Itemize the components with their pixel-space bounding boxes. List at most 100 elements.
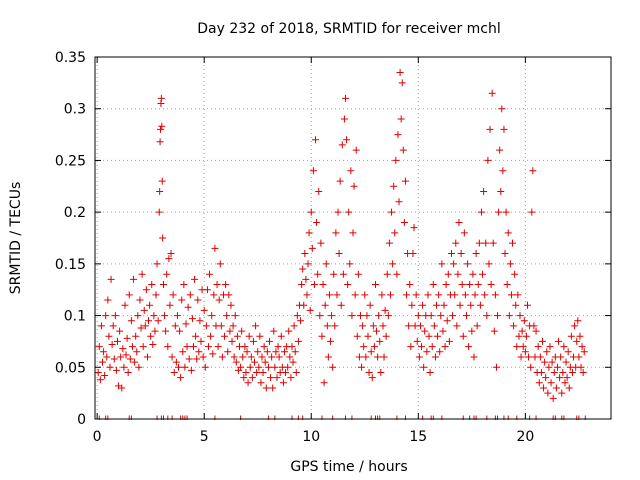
data-point	[294, 337, 302, 345]
data-point	[429, 281, 437, 289]
grid-lines	[95, 57, 611, 419]
data-point	[371, 281, 379, 289]
data-point	[405, 322, 413, 330]
data-point	[397, 115, 405, 123]
data-point	[303, 291, 311, 299]
data-point	[169, 291, 177, 299]
data-point	[574, 317, 582, 325]
data-point	[453, 322, 461, 330]
data-point	[119, 345, 127, 353]
data-point	[153, 260, 161, 268]
data-point	[456, 301, 464, 309]
data-point	[540, 384, 548, 392]
data-point	[145, 317, 153, 325]
data-point	[130, 275, 138, 283]
data-point	[223, 312, 231, 320]
data-point	[225, 291, 233, 299]
data-point	[320, 379, 328, 387]
data-point	[327, 337, 335, 345]
data-point	[573, 337, 581, 345]
data-point	[441, 343, 449, 351]
data-point	[415, 353, 423, 361]
data-point	[534, 343, 542, 351]
data-point	[187, 366, 195, 374]
data-point	[142, 286, 150, 294]
data-point	[353, 332, 361, 340]
data-point	[241, 343, 249, 351]
data-point	[158, 177, 166, 185]
data-point	[571, 322, 579, 330]
data-point	[576, 332, 584, 340]
data-point	[100, 348, 108, 356]
data-point	[259, 368, 267, 376]
data-point	[173, 312, 181, 320]
data-point	[537, 368, 545, 376]
data-point	[254, 348, 262, 356]
data-point	[483, 312, 491, 320]
data-point	[578, 343, 586, 351]
data-point	[133, 348, 141, 356]
data-point	[507, 291, 515, 299]
data-point	[433, 301, 441, 309]
data-point	[373, 327, 381, 335]
data-point	[557, 353, 565, 361]
data-point	[151, 327, 159, 335]
data-point	[342, 94, 350, 102]
data-point	[202, 322, 210, 330]
data-point	[315, 187, 323, 195]
data-point	[435, 291, 443, 299]
data-point	[519, 343, 527, 351]
data-point	[139, 343, 147, 351]
data-point	[210, 291, 218, 299]
data-point	[279, 379, 287, 387]
chart-title: Day 232 of 2018, SRMTID for receiver mch…	[197, 21, 501, 37]
data-point	[496, 146, 504, 154]
data-point	[179, 348, 187, 356]
data-point	[473, 322, 481, 330]
data-point	[424, 291, 432, 299]
data-point	[558, 389, 566, 397]
data-point	[194, 296, 202, 304]
data-point	[389, 260, 397, 268]
y-tick-label: 0.15	[55, 257, 86, 273]
data-point	[197, 337, 205, 345]
data-point	[310, 281, 318, 289]
data-point	[319, 281, 327, 289]
data-point	[379, 322, 387, 330]
data-point	[134, 312, 142, 320]
data-point	[516, 312, 524, 320]
data-point	[544, 389, 552, 397]
data-point	[409, 250, 417, 258]
data-point	[549, 394, 557, 402]
data-point	[439, 327, 447, 335]
data-point	[555, 337, 563, 345]
data-point	[285, 327, 293, 335]
data-point	[215, 296, 223, 304]
data-point	[467, 301, 475, 309]
data-point	[275, 353, 283, 361]
data-point	[126, 355, 134, 363]
data-point	[251, 358, 259, 366]
data-point	[289, 358, 297, 366]
data-point	[116, 327, 124, 335]
data-point	[378, 291, 386, 299]
data-point	[431, 353, 439, 361]
data-point	[527, 363, 535, 371]
data-point	[501, 250, 509, 258]
data-point	[382, 332, 390, 340]
data-point	[346, 260, 354, 268]
data-point	[335, 250, 343, 258]
data-point	[232, 358, 240, 366]
data-point	[412, 291, 420, 299]
data-point	[475, 239, 483, 247]
data-point	[122, 351, 130, 359]
data-point	[438, 260, 446, 268]
data-point	[485, 260, 493, 268]
data-point	[164, 343, 172, 351]
data-point	[313, 218, 321, 226]
data-point	[195, 348, 203, 356]
data-point	[338, 141, 346, 149]
data-point	[344, 281, 352, 289]
data-point	[481, 291, 489, 299]
data-point	[392, 156, 400, 164]
